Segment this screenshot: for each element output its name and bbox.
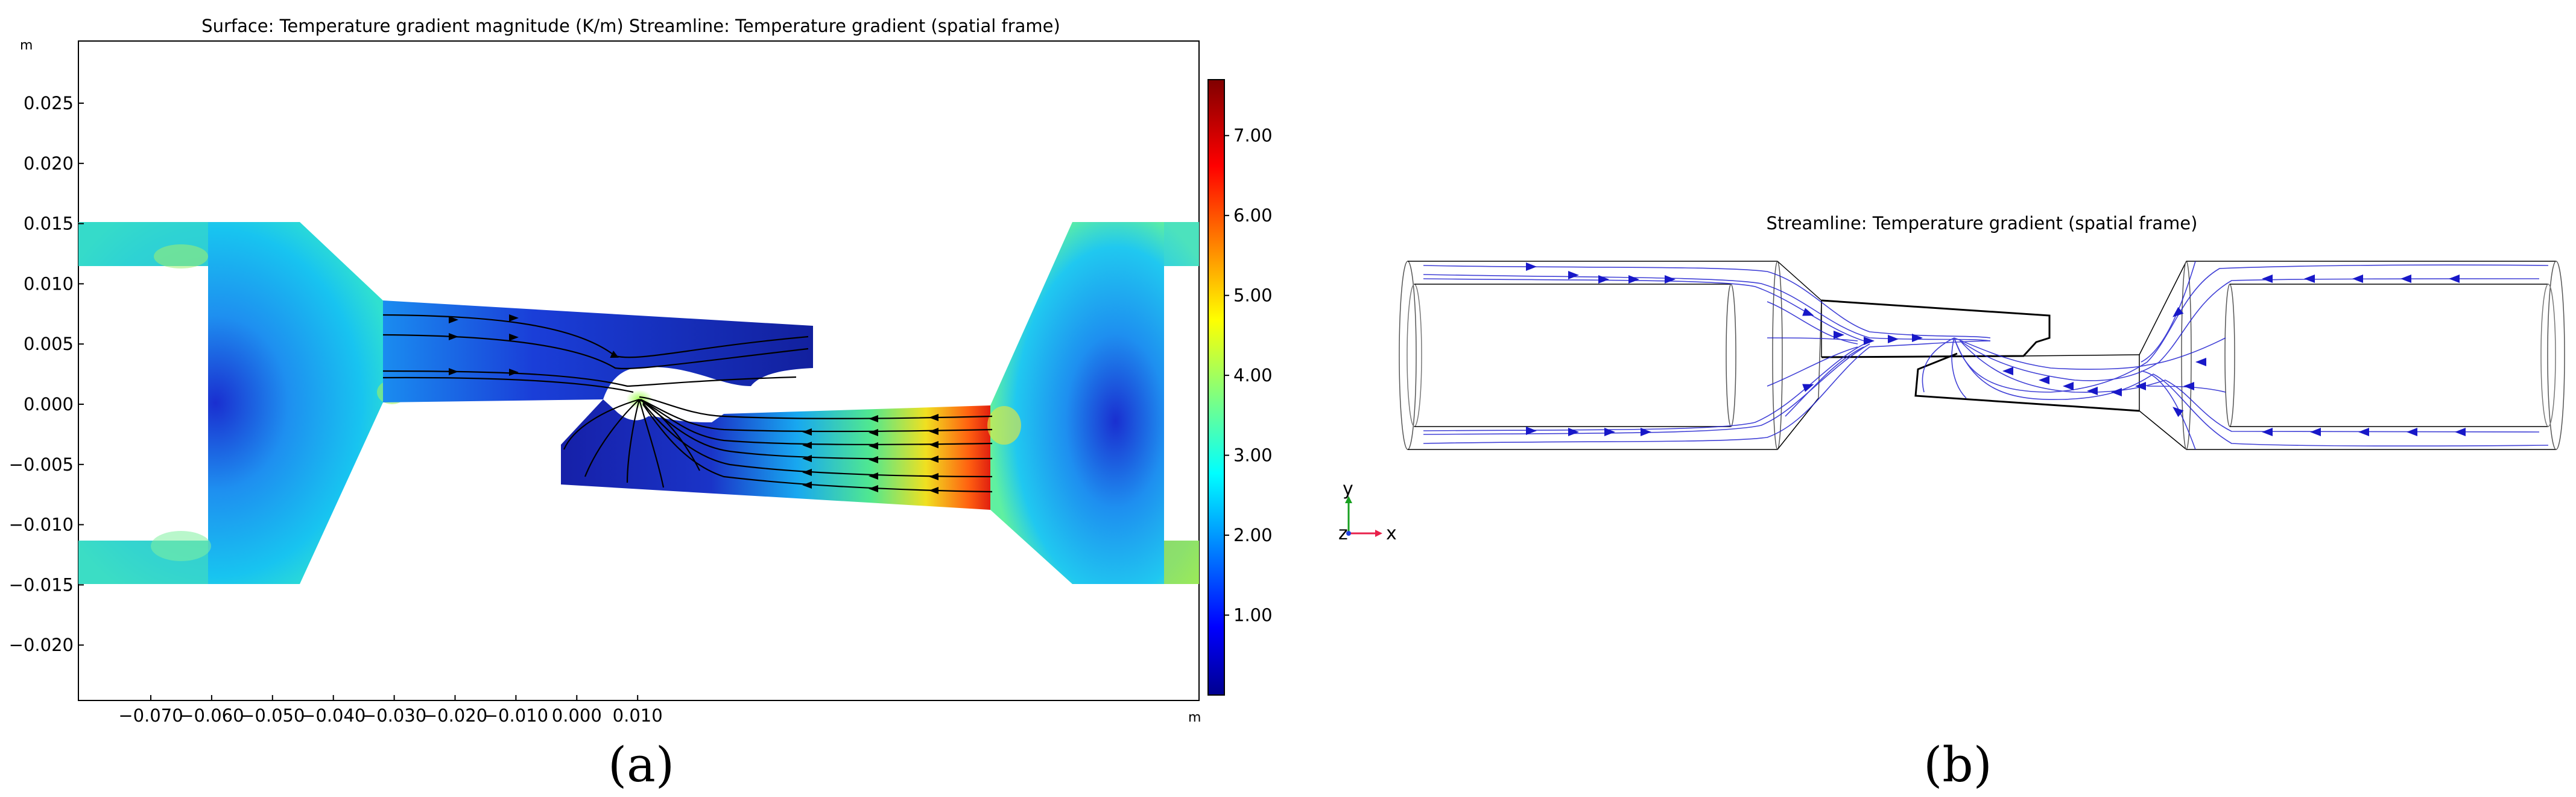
y-tick-label: −0.010 bbox=[9, 515, 74, 535]
y-tick-label: 0.005 bbox=[24, 334, 74, 354]
right-chamber bbox=[990, 222, 1199, 584]
colorbar-tick-label: 5.00 bbox=[1233, 285, 1273, 306]
x-tick-label: −0.030 bbox=[362, 705, 426, 726]
y-tick-label: 0.010 bbox=[24, 273, 74, 294]
y-tick-label: 0.015 bbox=[24, 214, 74, 234]
streamlines-a bbox=[382, 314, 993, 493]
x-tick-label: −0.050 bbox=[240, 705, 305, 726]
y-tick-label: −0.015 bbox=[9, 574, 74, 595]
left-chamber bbox=[78, 222, 383, 584]
x-tick-label: −0.020 bbox=[423, 705, 487, 726]
y-tick-label: 0.000 bbox=[24, 394, 74, 414]
triad-z-label: z bbox=[1338, 523, 1348, 544]
caption-b: (b) bbox=[1923, 737, 1992, 793]
x-tick-label: −0.040 bbox=[301, 705, 366, 726]
colorbar-tick-label: 1.00 bbox=[1233, 605, 1273, 626]
geometry-3d bbox=[1399, 261, 2565, 450]
y-axis-ticks: 0.025 0.020 0.015 0.010 0.005 0.000 −0.005 −0.0… bbox=[9, 93, 84, 655]
colorbar-ticks: 7.00 6.00 5.00 4.00 3.00 2.00 1.00 bbox=[1224, 125, 1273, 626]
axis-triad: y z x bbox=[1338, 478, 1397, 544]
y-tick-label: 0.020 bbox=[24, 153, 74, 174]
colorbar-tick-label: 3.00 bbox=[1233, 445, 1273, 466]
x-tick-label: −0.010 bbox=[484, 705, 548, 726]
x-tick-label: 0.010 bbox=[613, 705, 663, 726]
x-axis-ticks: −0.070−0.060−0.050−0.040−0.030−0.020−0.0… bbox=[118, 695, 663, 726]
colorbar-tick-label: 6.00 bbox=[1233, 205, 1273, 226]
x-tick-label: 0.000 bbox=[552, 705, 602, 726]
x-unit-label: m bbox=[1188, 710, 1201, 725]
colorbar bbox=[1207, 79, 1225, 696]
x-tick-label: −0.070 bbox=[118, 705, 183, 726]
upper-channel bbox=[383, 300, 813, 402]
panel-a-title: Surface: Temperature gradient magnitude … bbox=[201, 16, 1060, 36]
x-tick-label: −0.060 bbox=[179, 705, 244, 726]
streamlines-b bbox=[1423, 261, 2549, 450]
caption-a: (a) bbox=[608, 737, 674, 793]
y-tick-label: −0.005 bbox=[9, 454, 74, 475]
triad-x-label: x bbox=[1386, 523, 1397, 544]
temperature-gradient-surface bbox=[78, 222, 1199, 584]
colorbar-tick-label: 2.00 bbox=[1233, 525, 1273, 545]
y-unit-label: m bbox=[20, 38, 33, 53]
lower-channel bbox=[561, 399, 990, 510]
y-tick-label: 0.025 bbox=[24, 93, 74, 113]
arrows-a bbox=[449, 314, 938, 494]
colorbar-tick-label: 4.00 bbox=[1233, 365, 1273, 386]
panel-b: Streamline: Temperature gradient (spatia… bbox=[1338, 213, 2565, 793]
y-tick-label: −0.020 bbox=[9, 635, 74, 655]
panel-a: Surface: Temperature gradient magnitude … bbox=[9, 16, 1273, 793]
panel-b-title: Streamline: Temperature gradient (spatia… bbox=[1767, 213, 2198, 233]
triad-y-label: y bbox=[1343, 478, 1353, 500]
colorbar-tick-label: 7.00 bbox=[1233, 125, 1273, 146]
arrows-b bbox=[1526, 262, 2466, 436]
